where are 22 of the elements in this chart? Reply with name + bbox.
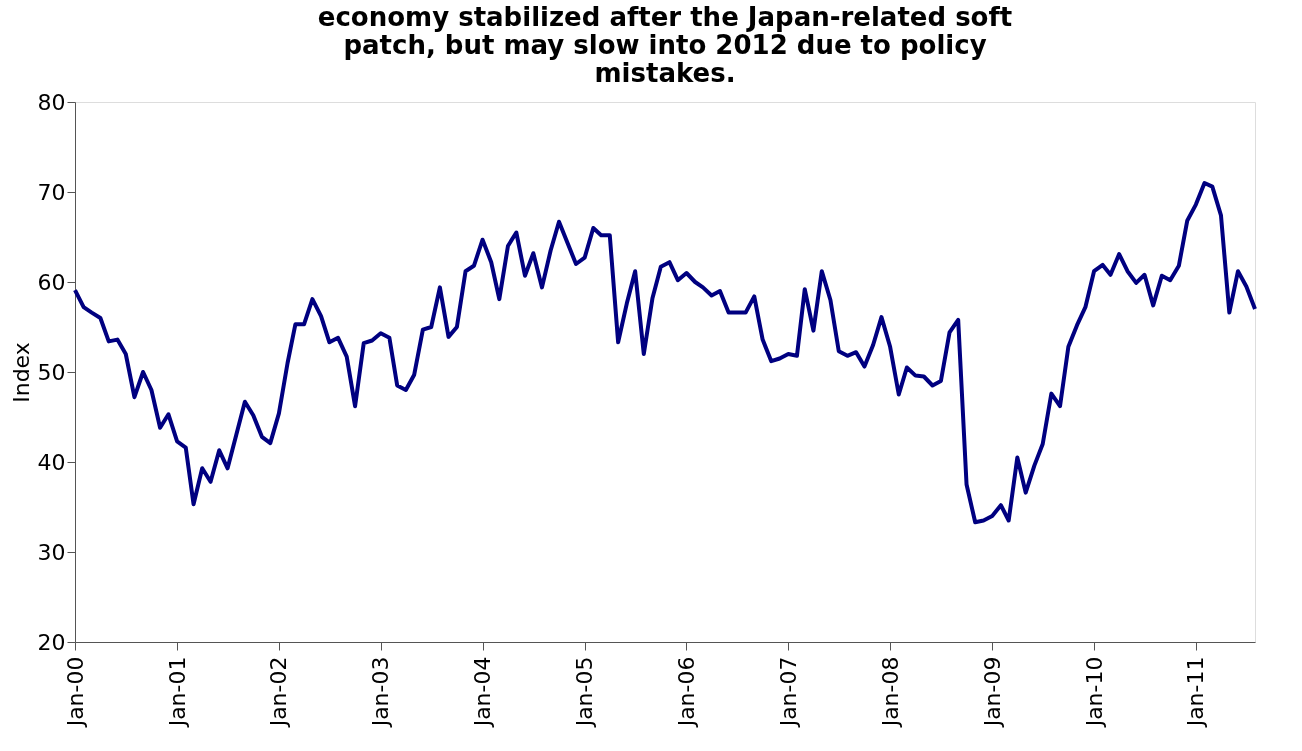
line-series [73,181,1257,525]
x-tick-label: Jan-04 [470,656,496,729]
y-tick-label: 70 [37,179,66,205]
x-tick-label: Jan-10 [1081,656,1107,729]
y-tick-label: 30 [37,539,66,565]
x-tick-label: Jan-03 [368,656,394,729]
y-tick-label: 20 [37,629,66,655]
x-tick-label: Jan-11 [1183,656,1209,729]
y-tick-label: 80 [37,89,66,115]
y-tick-label: 40 [37,449,66,475]
y-tick-label: 60 [37,269,66,295]
y-axis-title: Index [8,342,34,403]
x-tick-label: Jan-07 [775,656,801,729]
chart-title: economy stabilized after the Japan-related soft patch, but may slow into 2012 due to policy mistakes. [317,2,1013,88]
y-tick-label: 50 [37,359,66,385]
x-tick-label: Jan-06 [673,656,699,729]
x-tick-label: Jan-08 [877,656,903,729]
x-tick-label: Jan-02 [266,656,292,729]
x-tick-label: Jan-09 [979,656,1005,729]
x-tick-label: Jan-05 [572,656,598,729]
x-tick-label: Jan-01 [164,656,190,729]
x-tick-label: Jan-00 [62,656,88,729]
